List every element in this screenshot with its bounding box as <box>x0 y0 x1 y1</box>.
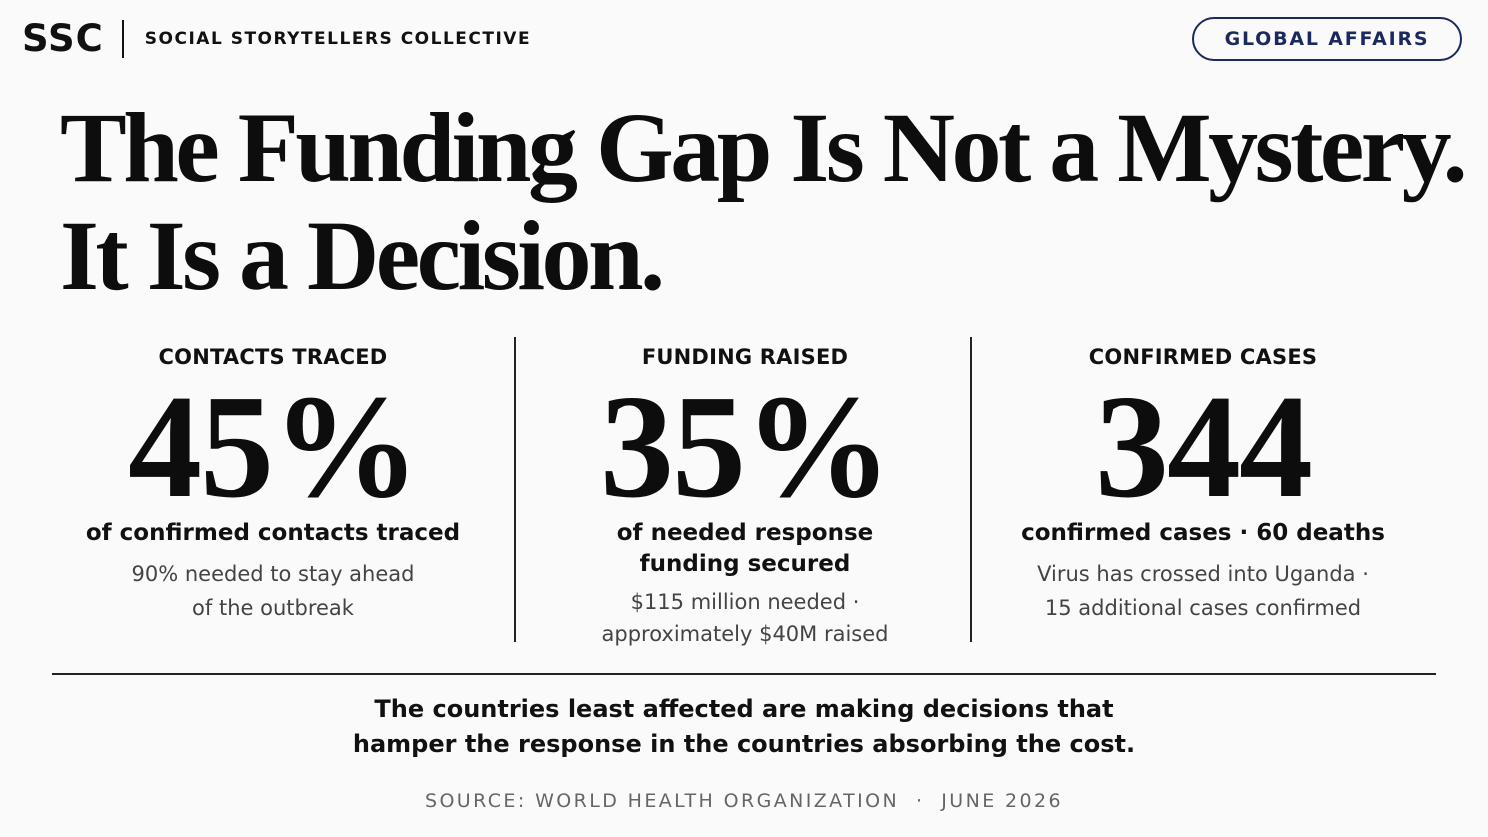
stat-label: FUNDING RAISED <box>641 345 849 369</box>
stat-note: 90% needed to stay ahead of the outbreak <box>38 557 508 625</box>
brand-divider <box>121 20 124 58</box>
stat-contacts-traced: CONTACTS TRACED 45% of confirmed contact… <box>38 338 508 625</box>
stat-description-line: funding secured <box>639 551 851 577</box>
brand-logo: SSC <box>22 17 104 60</box>
headline-line-1: The Funding Gap Is Not a Mystery. <box>60 92 1468 203</box>
stat-label: CONTACTS TRACED <box>158 345 388 369</box>
stat-description-line: of needed response <box>616 520 874 546</box>
column-divider <box>970 337 972 642</box>
stat-label: CONFIRMED CASES <box>1088 345 1318 369</box>
stat-description-line: of confirmed contacts traced <box>85 520 461 546</box>
category-badge: GLOBAL AFFAIRS <box>1192 17 1462 61</box>
stat-note-line: approximately $40M raised <box>601 622 889 646</box>
stat-funding-raised: FUNDING RAISED 35% of needed response fu… <box>520 338 970 650</box>
stat-note-line: 15 additional cases confirmed <box>1044 596 1362 620</box>
stat-description: of needed response funding secured <box>520 518 970 580</box>
headline: The Funding Gap Is Not a Mystery. It Is … <box>60 94 1470 310</box>
takeaway-text: The countries least affected are making … <box>244 692 1244 762</box>
stat-description: of confirmed contacts traced <box>38 518 508 549</box>
stat-description-line: confirmed cases · 60 deaths <box>1021 520 1385 546</box>
brand-name: SOCIAL STORYTELLERS COLLECTIVE <box>144 29 532 49</box>
stat-note: Virus has crossed into Uganda · 15 addit… <box>977 557 1429 625</box>
stat-note-line: Virus has crossed into Uganda · <box>1037 562 1369 586</box>
stat-value: 45% <box>128 365 420 529</box>
stat-value: 35% <box>600 365 892 529</box>
source-citation: SOURCE: WORLD HEALTH ORGANIZATION · JUNE… <box>424 790 1063 812</box>
takeaway-line-1: The countries least affected are making … <box>374 695 1114 723</box>
stat-note: $115 million needed · approximately $40M… <box>520 586 970 650</box>
headline-line-2: It Is a Decision. <box>60 200 665 311</box>
column-divider <box>514 337 516 642</box>
stat-description: confirmed cases · 60 deaths <box>977 518 1429 549</box>
stat-note-line: $115 million needed · <box>630 590 860 614</box>
stat-confirmed-cases: CONFIRMED CASES 344 confirmed cases · 60… <box>977 338 1429 625</box>
brand-header: SSC SOCIAL STORYTELLERS COLLECTIVE <box>22 17 531 61</box>
takeaway-line-2: hamper the response in the countries abs… <box>352 730 1136 758</box>
horizontal-rule <box>52 673 1436 675</box>
stat-value: 344 <box>1095 365 1313 529</box>
stat-note-line: 90% needed to stay ahead <box>131 562 415 586</box>
stat-note-line: of the outbreak <box>192 596 354 620</box>
